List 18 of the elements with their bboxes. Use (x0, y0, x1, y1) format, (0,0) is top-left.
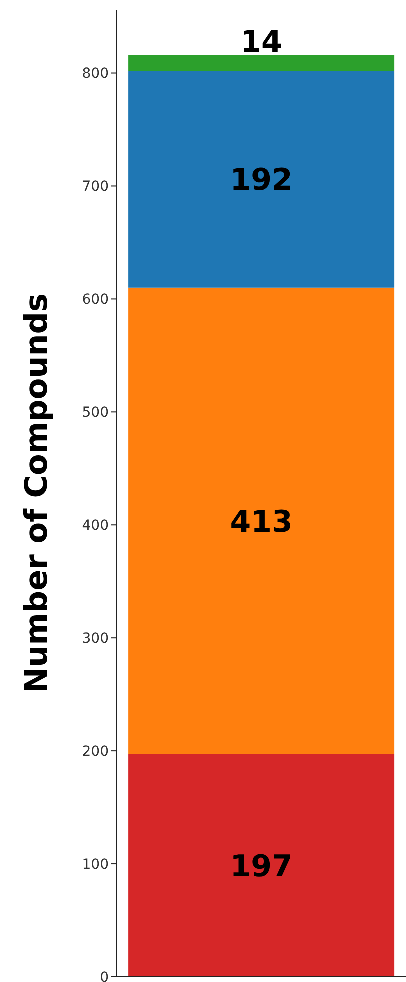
bar (128, 71, 395, 288)
data-label: 413 (230, 504, 293, 540)
y-tick-label: 600 (82, 292, 109, 308)
y-tick-label: 400 (82, 518, 109, 534)
y-tick-label: 700 (82, 179, 109, 196)
data-label: 14 (240, 25, 282, 60)
bar (128, 754, 395, 977)
y-tick-label: 500 (82, 405, 109, 422)
data-label: 192 (230, 163, 293, 198)
y-tick-label: 800 (82, 66, 109, 82)
y-tick-label: 200 (82, 744, 109, 760)
data-label: 197 (230, 849, 293, 884)
bar (128, 55, 395, 71)
y-tick-label: 300 (82, 631, 109, 648)
y-tick-label: 0 (100, 970, 109, 982)
y-axis-title: Number of Compounds (19, 294, 56, 694)
bar (128, 288, 395, 754)
y-tick-label: 100 (82, 857, 109, 874)
